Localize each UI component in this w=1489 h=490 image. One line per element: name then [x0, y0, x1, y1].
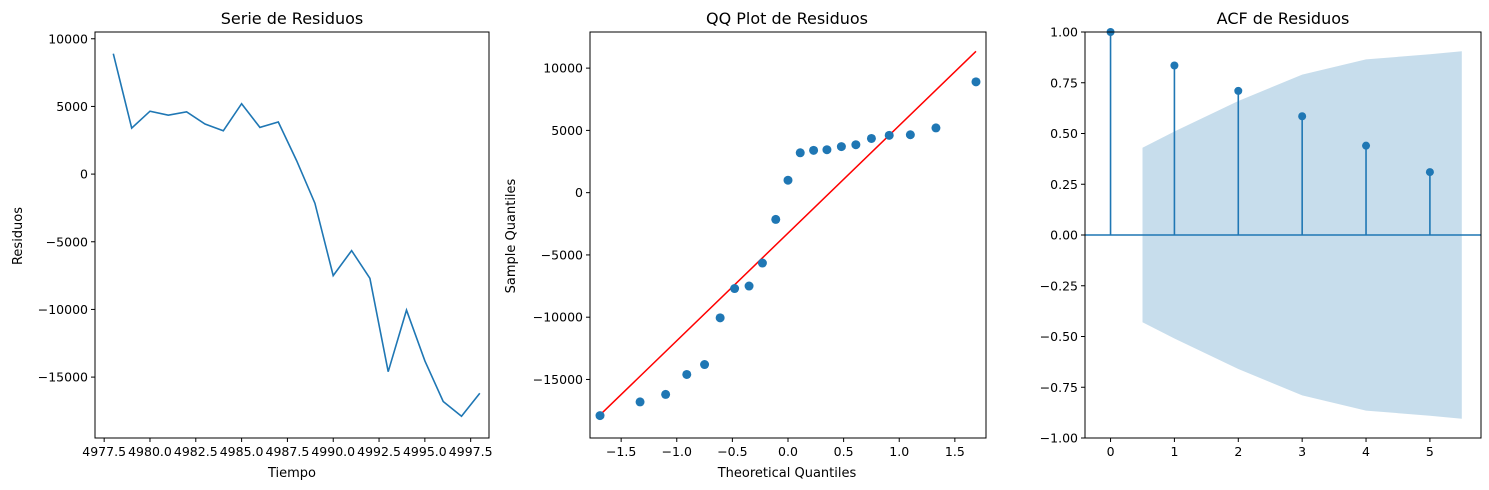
y-tick-label: 0.25 — [1050, 177, 1078, 192]
acf-marker — [1425, 168, 1434, 177]
x-axis-label: Theoretical Quantiles — [717, 466, 857, 481]
y-tick-label: −5000 — [541, 247, 583, 262]
y-tick-label: 0 — [575, 185, 583, 200]
acf-marker — [1170, 61, 1179, 70]
qq-point — [744, 281, 754, 291]
y-tick-label: −15000 — [38, 370, 88, 385]
chart-title: QQ Plot de Residuos — [706, 9, 868, 28]
y-tick-label: 0.50 — [1050, 126, 1078, 141]
x-tick-label: 3 — [1298, 444, 1306, 459]
residual-line — [112, 53, 481, 418]
x-tick-label: 4992.5 — [357, 444, 401, 459]
y-tick-label: −0.50 — [1040, 329, 1078, 344]
acf-chart: ACF de Residuos 0 1 2 3 4 5 1.00 0.75 0.50 0.25 0.… — [1040, 9, 1482, 459]
acf-marker — [1298, 112, 1307, 121]
y-tick-label: −15000 — [533, 372, 583, 387]
y-tick-label: −10000 — [38, 302, 88, 317]
y-tick-label: 0.75 — [1050, 75, 1078, 90]
y-tick-label: 0 — [80, 167, 88, 182]
y-tick-label: −0.25 — [1040, 278, 1078, 293]
x-tick-label: 5 — [1426, 444, 1434, 459]
qq-point — [822, 145, 832, 155]
residual-series-chart: Serie de Residuos Tiempo Residuos 4977.5… — [11, 9, 493, 481]
qq-point — [715, 313, 725, 323]
y-tick-label: 5000 — [551, 123, 583, 138]
reference-line — [599, 50, 977, 416]
y-tick-label: 10000 — [543, 61, 583, 76]
acf-marker — [1234, 86, 1243, 95]
qq-point — [661, 389, 671, 399]
qq-point — [809, 145, 819, 155]
y-tick-label: −0.75 — [1040, 380, 1078, 395]
x-tick-label: −1.5 — [606, 444, 636, 459]
y-tick-label: −5000 — [46, 234, 88, 249]
x-tick-label: −1.0 — [662, 444, 692, 459]
x-tick-label: 2 — [1234, 444, 1242, 459]
x-tick-label: 1.5 — [945, 444, 965, 459]
x-tick-label: 4 — [1362, 444, 1370, 459]
x-tick-label: 4985.0 — [220, 444, 264, 459]
x-tick-label: 0 — [1107, 444, 1115, 459]
qq-point — [635, 397, 645, 407]
x-tick-label: 1 — [1170, 444, 1178, 459]
y-tick-label: −1.00 — [1040, 431, 1078, 446]
qq-point — [730, 284, 740, 294]
y-axis-label: Residuos — [11, 207, 26, 265]
plot-frame — [1084, 31, 1482, 439]
y-tick-label: 10000 — [48, 31, 88, 46]
x-axis-label: Tiempo — [267, 466, 316, 481]
y-tick-label: 0.00 — [1050, 228, 1078, 243]
x-tick-label: 4980.0 — [128, 444, 172, 459]
qq-plot-chart: QQ Plot de Residuos Theoretical Quantile… — [504, 9, 987, 481]
qq-point — [851, 140, 861, 150]
plot-frame — [589, 31, 987, 439]
y-tick-label: 1.00 — [1050, 25, 1078, 40]
x-tick-label: 0.5 — [834, 444, 854, 459]
plot-frame — [94, 31, 490, 439]
chart-title: ACF de Residuos — [1217, 9, 1350, 28]
qq-point — [795, 148, 805, 158]
y-tick-label: −10000 — [533, 310, 583, 325]
x-tick-label: 4995.0 — [403, 444, 447, 459]
qq-point — [866, 133, 876, 143]
x-tick-label: 4990.0 — [311, 444, 355, 459]
y-tick-label: 5000 — [56, 99, 88, 114]
qq-point — [700, 360, 710, 370]
qq-point — [771, 214, 781, 224]
x-tick-label: 4977.5 — [82, 444, 126, 459]
qq-point — [783, 175, 793, 185]
chart-title: Serie de Residuos — [221, 9, 363, 28]
x-tick-label: −0.5 — [717, 444, 747, 459]
x-tick-label: 0.0 — [778, 444, 798, 459]
x-tick-label: 4987.5 — [266, 444, 310, 459]
y-axis-label: Sample Quantiles — [504, 178, 519, 293]
qq-point — [931, 123, 941, 133]
qq-point — [905, 130, 915, 140]
qq-point — [757, 258, 767, 268]
qq-point — [884, 130, 894, 140]
x-tick-label: 1.0 — [889, 444, 909, 459]
qq-point — [971, 77, 981, 87]
x-tick-label: 4997.5 — [449, 444, 493, 459]
qq-point — [595, 411, 605, 421]
qq-point — [836, 142, 846, 152]
acf-marker — [1362, 141, 1371, 150]
x-tick-label: 4982.5 — [174, 444, 218, 459]
qq-point — [682, 369, 692, 379]
